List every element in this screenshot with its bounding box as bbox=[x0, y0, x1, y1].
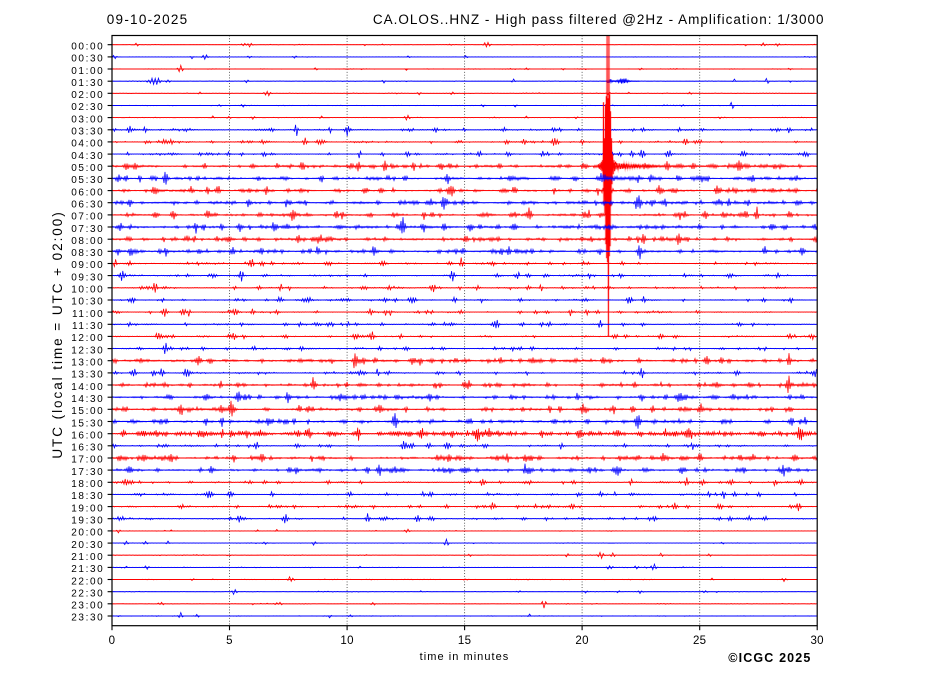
svg-text:CA.OLOS..HNZ - High pass filte: CA.OLOS..HNZ - High pass filtered @2Hz -… bbox=[373, 12, 825, 27]
svg-text:09-10-2025: 09-10-2025 bbox=[107, 12, 189, 27]
svg-text:17:30: 17:30 bbox=[71, 467, 104, 478]
svg-text:20:30: 20:30 bbox=[71, 540, 104, 551]
svg-text:10: 10 bbox=[340, 635, 353, 647]
svg-text:30: 30 bbox=[810, 635, 823, 647]
svg-text:05:30: 05:30 bbox=[71, 175, 104, 186]
svg-text:20:00: 20:00 bbox=[71, 528, 104, 539]
svg-text:12:00: 12:00 bbox=[71, 333, 104, 344]
svg-text:15:00: 15:00 bbox=[71, 406, 104, 417]
svg-text:03:00: 03:00 bbox=[71, 114, 104, 125]
svg-text:16:00: 16:00 bbox=[71, 430, 104, 441]
svg-text:08:00: 08:00 bbox=[71, 236, 104, 247]
svg-text:©ICGC 2025: ©ICGC 2025 bbox=[728, 651, 811, 665]
svg-text:09:00: 09:00 bbox=[71, 260, 104, 271]
svg-text:18:30: 18:30 bbox=[71, 491, 104, 502]
svg-text:03:30: 03:30 bbox=[71, 127, 104, 138]
svg-text:04:00: 04:00 bbox=[71, 139, 104, 150]
svg-text:07:00: 07:00 bbox=[71, 212, 104, 223]
svg-text:08:30: 08:30 bbox=[71, 248, 104, 259]
svg-text:22:30: 22:30 bbox=[71, 588, 104, 599]
svg-text:04:30: 04:30 bbox=[71, 151, 104, 162]
svg-text:23:00: 23:00 bbox=[71, 601, 104, 612]
svg-text:00:00: 00:00 bbox=[71, 42, 104, 53]
svg-text:5: 5 bbox=[226, 635, 233, 647]
svg-text:06:00: 06:00 bbox=[71, 187, 104, 198]
svg-text:10:00: 10:00 bbox=[71, 285, 104, 296]
svg-text:14:00: 14:00 bbox=[71, 382, 104, 393]
svg-text:15:30: 15:30 bbox=[71, 418, 104, 429]
svg-text:13:30: 13:30 bbox=[71, 370, 104, 381]
svg-text:19:30: 19:30 bbox=[71, 516, 104, 527]
svg-text:11:30: 11:30 bbox=[72, 321, 104, 332]
svg-text:10:30: 10:30 bbox=[71, 297, 104, 308]
svg-text:17:00: 17:00 bbox=[71, 455, 104, 466]
svg-text:07:30: 07:30 bbox=[71, 224, 104, 235]
svg-text:time in minutes: time in minutes bbox=[420, 651, 510, 663]
svg-text:06:30: 06:30 bbox=[71, 200, 104, 211]
svg-text:0: 0 bbox=[109, 635, 116, 647]
svg-text:01:00: 01:00 bbox=[71, 66, 104, 77]
svg-text:12:30: 12:30 bbox=[71, 345, 104, 356]
svg-text:16:30: 16:30 bbox=[71, 443, 104, 454]
svg-text:UTC (local time = UTC + 02:00): UTC (local time = UTC + 02:00) bbox=[50, 210, 65, 458]
svg-text:20: 20 bbox=[575, 635, 588, 647]
svg-text:22:00: 22:00 bbox=[71, 576, 104, 587]
svg-text:01:30: 01:30 bbox=[71, 78, 104, 89]
svg-text:00:30: 00:30 bbox=[71, 54, 104, 65]
svg-text:15: 15 bbox=[458, 635, 471, 647]
svg-text:02:00: 02:00 bbox=[71, 90, 104, 101]
svg-text:05:00: 05:00 bbox=[71, 163, 104, 174]
svg-text:25: 25 bbox=[693, 635, 706, 647]
svg-text:21:00: 21:00 bbox=[71, 552, 104, 563]
svg-text:23:30: 23:30 bbox=[71, 613, 104, 624]
svg-text:11:00: 11:00 bbox=[72, 309, 104, 320]
svg-text:13:00: 13:00 bbox=[71, 358, 104, 369]
svg-text:18:00: 18:00 bbox=[71, 479, 104, 490]
svg-text:09:30: 09:30 bbox=[71, 272, 104, 283]
svg-text:14:30: 14:30 bbox=[71, 394, 104, 405]
svg-text:19:00: 19:00 bbox=[71, 503, 104, 514]
svg-text:02:30: 02:30 bbox=[71, 102, 104, 113]
svg-text:21:30: 21:30 bbox=[71, 564, 104, 575]
